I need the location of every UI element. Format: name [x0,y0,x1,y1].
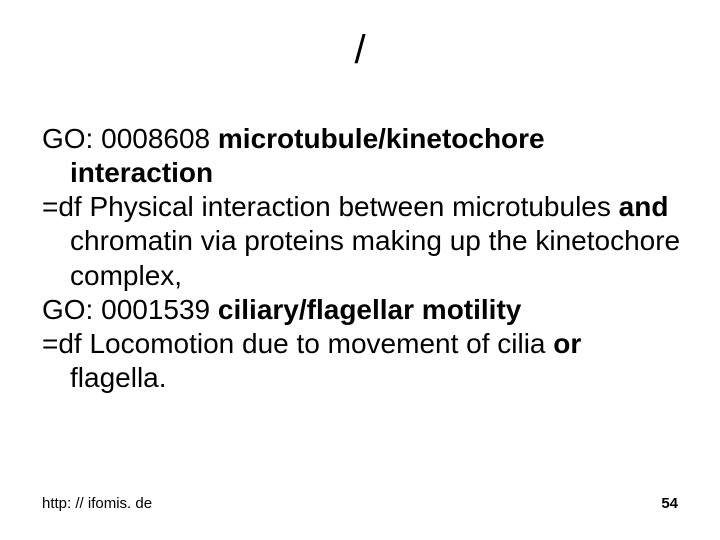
footer-url: http: // ifomis. de [42,495,152,512]
go-id-2: GO: 0001539 [42,294,218,325]
go-def-1: =df Physical interaction between microtu… [42,190,682,292]
go-term-1: GO: 0008608 microtubule/kinetochore inte… [42,122,682,190]
go-def-2-conj: or [553,328,581,359]
slide: / GO: 0008608 microtubule/kinetochore in… [0,0,720,540]
go-term-2: GO: 0001539 ciliary/flagellar motility [42,293,682,327]
go-id-1: GO: 0008608 [42,123,218,154]
go-term-name-2: ciliary/flagellar motility [218,294,521,325]
go-def-1-a: =df Physical interaction between microtu… [42,191,619,222]
go-def-2-b: flagella. [70,362,167,393]
slide-body: GO: 0008608 microtubule/kinetochore inte… [42,122,682,395]
slide-title: / [0,28,720,73]
page-number: 54 [661,495,678,512]
go-def-1-conj: and [619,191,669,222]
go-def-2: =df Locomotion due to movement of cilia … [42,327,682,395]
go-def-1-b: chromatin via proteins making up the kin… [70,225,680,290]
go-def-2-a: =df Locomotion due to movement of cilia [42,328,553,359]
